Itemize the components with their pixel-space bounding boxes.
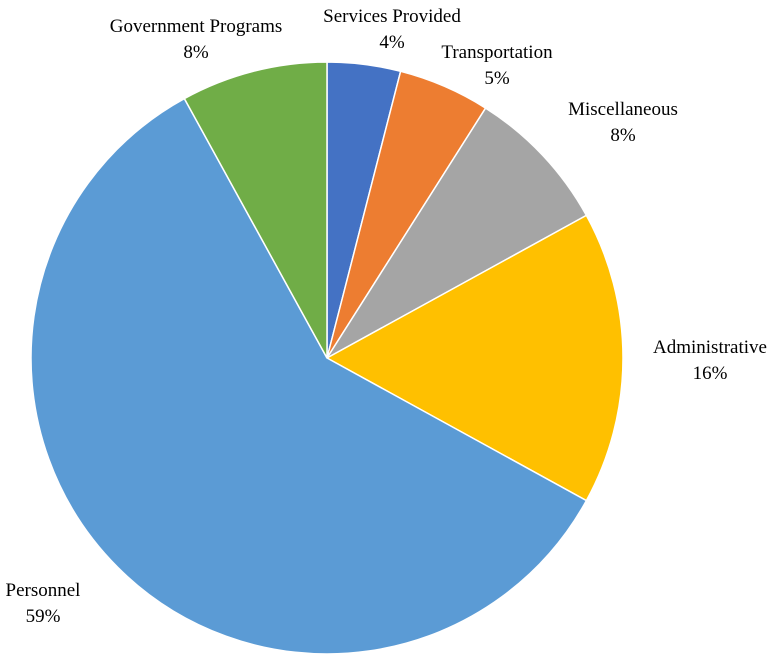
slice-value-miscellaneous: 8%: [610, 125, 636, 146]
pie-slice-government-programs: [183, 61, 328, 359]
slice-label-administrative: Administrative: [653, 337, 767, 358]
pie-slice-personnel: [30, 97, 588, 655]
pie-slice-miscellaneous: [326, 107, 588, 359]
labels-layer: Services Provided 4% Transportation 5% Misce…: [6, 6, 767, 627]
slice-value-services-provided: 4%: [379, 32, 405, 53]
slice-label-miscellaneous: Miscellaneous: [568, 99, 678, 120]
slice-label-government-programs: Government Programs: [110, 16, 283, 37]
slice-value-transportation: 5%: [484, 68, 510, 89]
slice-label-personnel: Personnel: [6, 580, 81, 601]
slice-value-personnel: 59%: [26, 606, 61, 627]
slice-value-government-programs: 8%: [183, 42, 209, 63]
pie-slice-administrative: [325, 214, 624, 502]
slices-layer: [30, 61, 624, 655]
slice-value-administrative: 16%: [693, 363, 728, 384]
slice-label-transportation: Transportation: [441, 42, 553, 63]
slice-label-services-provided: Services Provided: [323, 6, 461, 27]
